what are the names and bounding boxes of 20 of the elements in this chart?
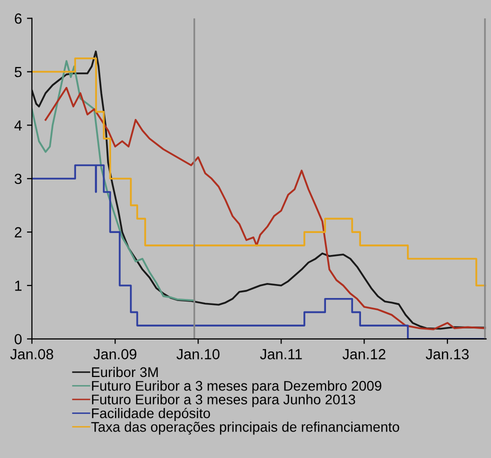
x-tick-label: Jan.11 <box>260 349 302 360</box>
legend-label: Futuro Euribor a 3 meses para Dezembro 2009 <box>92 380 382 394</box>
y-tick-label: 5 <box>14 67 22 78</box>
x-tick-label: Jan.08 <box>10 349 54 360</box>
y-tick-label: 0 <box>14 334 22 344</box>
y-tick-label: 4 <box>14 120 22 130</box>
x-tick-label: Jan.12 <box>342 349 386 360</box>
y-tick-label: 3 <box>14 174 22 184</box>
y-tick-label: 6 <box>14 13 22 24</box>
legend-label: Futuro Euribor a 3 meses para Junho 2013 <box>92 394 356 408</box>
x-tick-label: Jan.10 <box>176 349 220 360</box>
x-tick-label: Jan.09 <box>93 349 136 360</box>
legend-label: Facilidade depósito <box>92 408 210 421</box>
legend-label: Euribor 3M <box>92 366 158 378</box>
y-tick-label: 2 <box>14 227 22 238</box>
line-series <box>32 60 196 302</box>
y-tick-label: 1 <box>15 280 22 291</box>
x-tick-label: Jan.13 <box>426 349 469 360</box>
line-series <box>44 86 486 330</box>
legend-label: Taxa das operações principais de refinanciamento <box>91 422 400 435</box>
